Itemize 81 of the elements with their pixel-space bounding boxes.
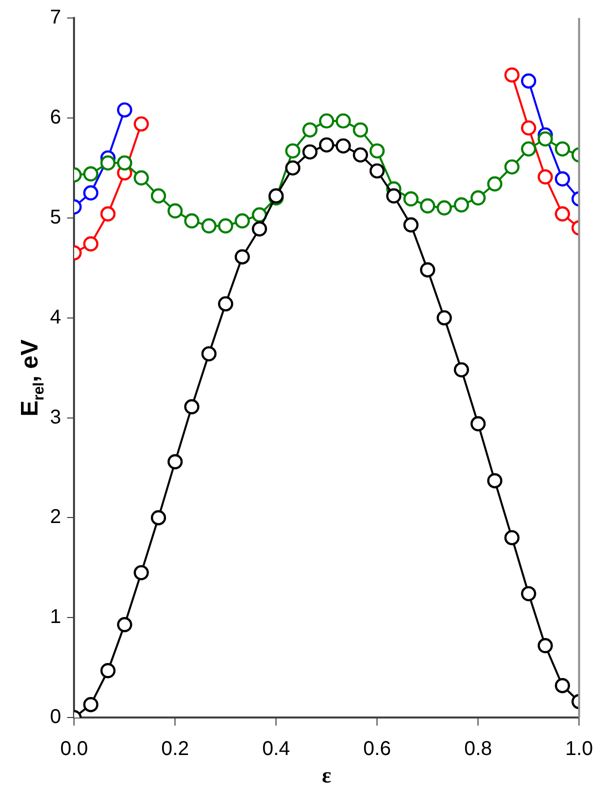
point: [100, 155, 116, 171]
point: [470, 190, 486, 206]
point: [370, 143, 385, 159]
point: [336, 113, 351, 129]
point: [521, 120, 536, 136]
point: [436, 310, 452, 326]
y-tick-label: 2: [50, 506, 62, 528]
point: [538, 131, 553, 147]
point: [554, 171, 570, 187]
point: [521, 141, 536, 157]
x-axis-title: ε: [322, 762, 332, 788]
point: [504, 530, 520, 546]
point: [100, 663, 116, 678]
point: [285, 143, 300, 159]
y-tick-label: 1: [50, 606, 62, 628]
point: [538, 638, 553, 654]
point: [319, 137, 334, 153]
point: [470, 416, 486, 432]
point: [319, 113, 334, 129]
x-tick-label: 0.8: [464, 738, 492, 760]
point: [234, 249, 250, 264]
point: [218, 296, 234, 312]
y-tick-label: 6: [50, 106, 62, 128]
point: [554, 141, 570, 157]
point: [504, 159, 520, 175]
point: [436, 200, 452, 216]
x-tick-label: 0.0: [60, 738, 88, 760]
point: [554, 678, 570, 694]
point: [83, 236, 98, 252]
point: [252, 207, 268, 222]
point: [117, 102, 132, 118]
x-tick-label: 0.2: [161, 738, 190, 760]
x-tick-label: 0.6: [363, 738, 392, 760]
point: [302, 122, 318, 138]
y-tick-label: 7: [50, 6, 62, 29]
point: [504, 67, 520, 83]
point: [150, 510, 166, 526]
point: [487, 176, 502, 192]
y-tick-label: 3: [50, 406, 62, 428]
point: [168, 203, 183, 218]
point: [100, 206, 116, 222]
point: [454, 362, 470, 378]
y-tick-label: 4: [50, 306, 62, 328]
y-tick-label: 5: [50, 206, 62, 228]
point: [184, 213, 200, 228]
point: [83, 185, 98, 200]
point: [352, 122, 368, 138]
point: [285, 160, 300, 176]
point: [184, 399, 200, 414]
point: [83, 166, 98, 182]
point: [168, 454, 183, 470]
y-tick-label: 0: [50, 706, 62, 728]
point: [521, 586, 536, 602]
point: [420, 198, 436, 214]
point: [234, 213, 250, 228]
point: [370, 163, 385, 179]
point: [150, 188, 166, 204]
point: [538, 169, 553, 185]
point: [218, 218, 234, 234]
point: [386, 188, 402, 204]
point: [420, 262, 436, 278]
x-tick-label: 1.0: [565, 738, 594, 760]
point: [134, 170, 149, 186]
point: [134, 116, 149, 132]
x-tick-label: 0.4: [262, 738, 290, 760]
point: [117, 617, 132, 632]
point: [336, 138, 351, 154]
point: [403, 191, 419, 206]
point: [83, 697, 98, 712]
point: [134, 565, 149, 580]
point: [487, 473, 502, 488]
point: [521, 73, 536, 89]
point: [117, 155, 132, 171]
point: [454, 197, 470, 212]
point: [252, 221, 268, 236]
point: [403, 217, 419, 232]
point: [201, 346, 217, 362]
point: [554, 206, 570, 222]
point: [201, 218, 217, 234]
point: [352, 147, 368, 163]
point: [302, 144, 318, 160]
